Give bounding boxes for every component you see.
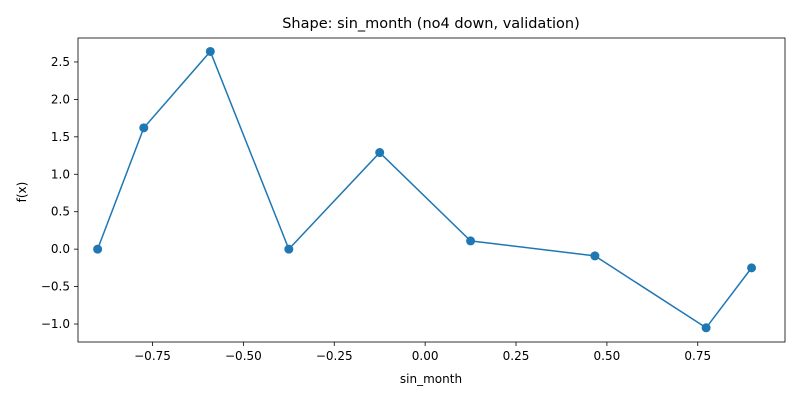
y-tick-label: 0.5 <box>51 205 70 219</box>
data-point <box>375 148 385 158</box>
x-tick-label: 0.50 <box>594 349 621 363</box>
plot-area: −0.75 −0.50 −0.25 0.00 0.25 0.50 0.75 −1.0 −0.5 0… <box>41 37 786 363</box>
x-tick-label: −0.50 <box>225 349 262 363</box>
data-point <box>747 263 757 273</box>
data-point <box>284 244 294 254</box>
y-tick-label: 1.0 <box>51 167 70 181</box>
chart-title: Shape: sin_month (no4 down, validation) <box>282 16 580 32</box>
data-point <box>590 251 600 261</box>
y-tick-label: −1.0 <box>41 317 70 331</box>
x-axis-label: sin_month <box>400 372 462 386</box>
y-tick-label: −0.5 <box>41 280 70 294</box>
x-tick-label: −0.25 <box>316 349 353 363</box>
data-point <box>205 46 215 56</box>
data-point <box>701 323 711 333</box>
y-axis-label: f(x) <box>15 182 29 203</box>
axes-frame <box>77 37 786 343</box>
y-tick-label: 2.5 <box>51 55 70 69</box>
x-tick-label: 0.75 <box>684 349 711 363</box>
x-tick-label: 0.25 <box>503 349 530 363</box>
data-point <box>139 123 149 133</box>
x-tick-label: 0.00 <box>412 349 439 363</box>
y-tick-label: 2.0 <box>51 92 70 106</box>
data-point <box>93 244 103 254</box>
data-point <box>466 236 476 246</box>
y-tick-label: 0.0 <box>51 242 70 256</box>
y-tick-label: 1.5 <box>51 130 70 144</box>
x-tick-label: −0.75 <box>134 349 171 363</box>
